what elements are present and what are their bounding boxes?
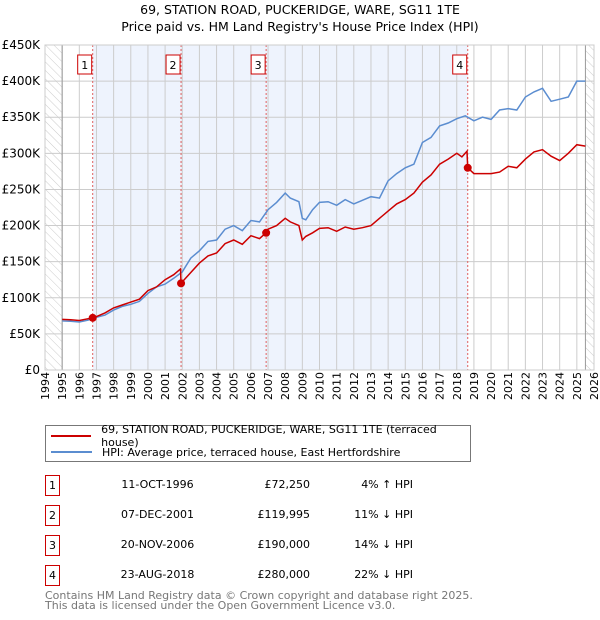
legend-swatch-property	[51, 435, 92, 437]
hpi-line	[62, 80, 586, 323]
x-tick-label: 2019	[468, 372, 481, 400]
sale-date: 11-OCT-1996	[121, 478, 194, 491]
sale-row: 3 20-NOV-2006 £190,000 14% ↓ HPI	[45, 535, 465, 556]
x-tick-label: 2002	[176, 372, 189, 400]
y-tick-label: £150K	[2, 255, 42, 269]
x-tick-label: 2014	[382, 372, 395, 400]
sale-date: 07-DEC-2001	[120, 508, 195, 521]
y-tick-label: £250K	[2, 182, 42, 196]
x-tick-label: 2003	[193, 372, 206, 400]
chart-subtitle: Price paid vs. HM Land Registry's House …	[121, 19, 479, 34]
price-chart: 1994 1995 1996 1997 1998 1999 2000 2001 2002 2003…	[2, 38, 600, 400]
footer-copyright: Contains HM Land Registry data © Crown c…	[45, 589, 473, 602]
sale-hpi-diff: 4% ↑ HPI	[361, 478, 413, 491]
x-tick-label: 2010	[314, 372, 327, 400]
chart-title: 69, STATION ROAD, PUCKERIDGE, WARE, SG11…	[140, 2, 460, 17]
legend-label: HPI: Average price, terraced house, East…	[102, 445, 401, 459]
x-tick-label: 1996	[73, 372, 86, 400]
legend-item-hpi: HPI: Average price, terraced house, East…	[51, 444, 400, 460]
sale-point	[262, 228, 271, 237]
plot-border	[44, 44, 595, 371]
y-tick-label: £50K	[9, 327, 41, 341]
legend-swatch-hpi	[51, 451, 92, 453]
y-tick-label: £200K	[2, 219, 42, 233]
y-tick-label: £450K	[2, 38, 42, 52]
y-tick-label: £0	[25, 363, 40, 377]
y-tick-label: £100K	[2, 291, 42, 305]
sale-marker-label: 2	[170, 59, 177, 72]
sale-marker-number: 3	[45, 535, 60, 556]
sale-marker-number: 4	[45, 565, 60, 586]
hatched-no-data-right	[585, 45, 594, 370]
x-tick-label: 2004	[211, 372, 224, 400]
y-tick-label: £300K	[2, 146, 42, 160]
legend: 69, STATION ROAD, PUCKERIDGE, WARE, SG11…	[45, 423, 471, 462]
sale-hpi-diff: 11% ↓ HPI	[354, 508, 413, 521]
x-tick-label: 2013	[365, 372, 378, 400]
sale-hpi-diff: 14% ↓ HPI	[354, 538, 413, 551]
x-tick-label: 2005	[228, 372, 241, 400]
sale-date: 23-AUG-2018	[120, 568, 195, 581]
x-tick-label: 1999	[125, 372, 138, 400]
x-tick-label: 2009	[296, 372, 309, 400]
x-tick-label: 1994	[39, 372, 52, 400]
sale-price: £72,250	[264, 478, 311, 491]
sale-marker-number: 1	[45, 475, 60, 496]
sale-marker-box	[250, 54, 266, 75]
sale-price: £190,000	[257, 538, 311, 551]
sale-marker-box	[77, 54, 93, 75]
y-tick-label: £400K	[2, 74, 42, 88]
x-tick-label: 2021	[502, 372, 515, 400]
sale-row: 4 23-AUG-2018 £280,000 22% ↓ HPI	[45, 565, 465, 586]
property-line	[62, 143, 586, 322]
sale-price: £119,995	[257, 508, 311, 521]
sale-point	[177, 279, 186, 288]
legend-label: 69, STATION ROAD, PUCKERIDGE, WARE, SG11…	[101, 423, 437, 449]
x-tick-label: 2018	[451, 372, 464, 400]
sale-marker-number: 2	[45, 505, 60, 526]
hatched-no-data-left	[45, 45, 63, 370]
shaded-period	[92, 45, 468, 370]
footer-license: This data is licensed under the Open Gov…	[45, 599, 396, 612]
sale-marker-box	[452, 54, 468, 75]
x-tick-label: 2007	[262, 372, 275, 400]
x-tick-label: 2023	[537, 372, 550, 400]
sale-marker-label: 1	[81, 59, 88, 72]
x-tick-label: 2006	[245, 372, 258, 400]
legend-item-property: 69, STATION ROAD, PUCKERIDGE, WARE, SG11…	[51, 423, 470, 449]
sale-marker-label: 3	[255, 59, 262, 72]
sale-price: £280,000	[257, 568, 311, 581]
sale-hpi-diff: 22% ↓ HPI	[354, 568, 413, 581]
sale-row: 2 07-DEC-2001 £119,995 11% ↓ HPI	[45, 505, 465, 526]
x-tick-label: 1998	[108, 372, 121, 400]
sale-marker-box	[165, 54, 181, 75]
x-tick-label: 1997	[90, 372, 103, 400]
x-tick-label: 2024	[554, 372, 567, 400]
x-tick-label: 2008	[279, 372, 292, 400]
y-tick-label: £350K	[2, 110, 42, 124]
sale-marker-label: 4	[456, 59, 463, 72]
x-tick-label: 2001	[159, 372, 172, 400]
x-tick-label: 2012	[348, 372, 361, 400]
x-tick-label: 2011	[331, 372, 344, 400]
x-tick-label: 2016	[416, 372, 429, 400]
x-tick-label: 2000	[142, 372, 155, 400]
x-tick-label: 2025	[571, 372, 584, 400]
sale-point	[88, 313, 97, 322]
x-tick-label: 2026	[588, 372, 600, 400]
sale-date: 20-NOV-2006	[120, 538, 195, 551]
sale-point	[463, 163, 472, 172]
x-tick-label: 2022	[519, 372, 532, 400]
x-tick-label: 1995	[56, 372, 69, 400]
x-tick-label: 2015	[399, 372, 412, 400]
sale-row: 1 11-OCT-1996 £72,250 4% ↑ HPI	[45, 475, 465, 496]
x-tick-label: 2020	[485, 372, 498, 400]
x-tick-label: 2017	[434, 372, 447, 400]
